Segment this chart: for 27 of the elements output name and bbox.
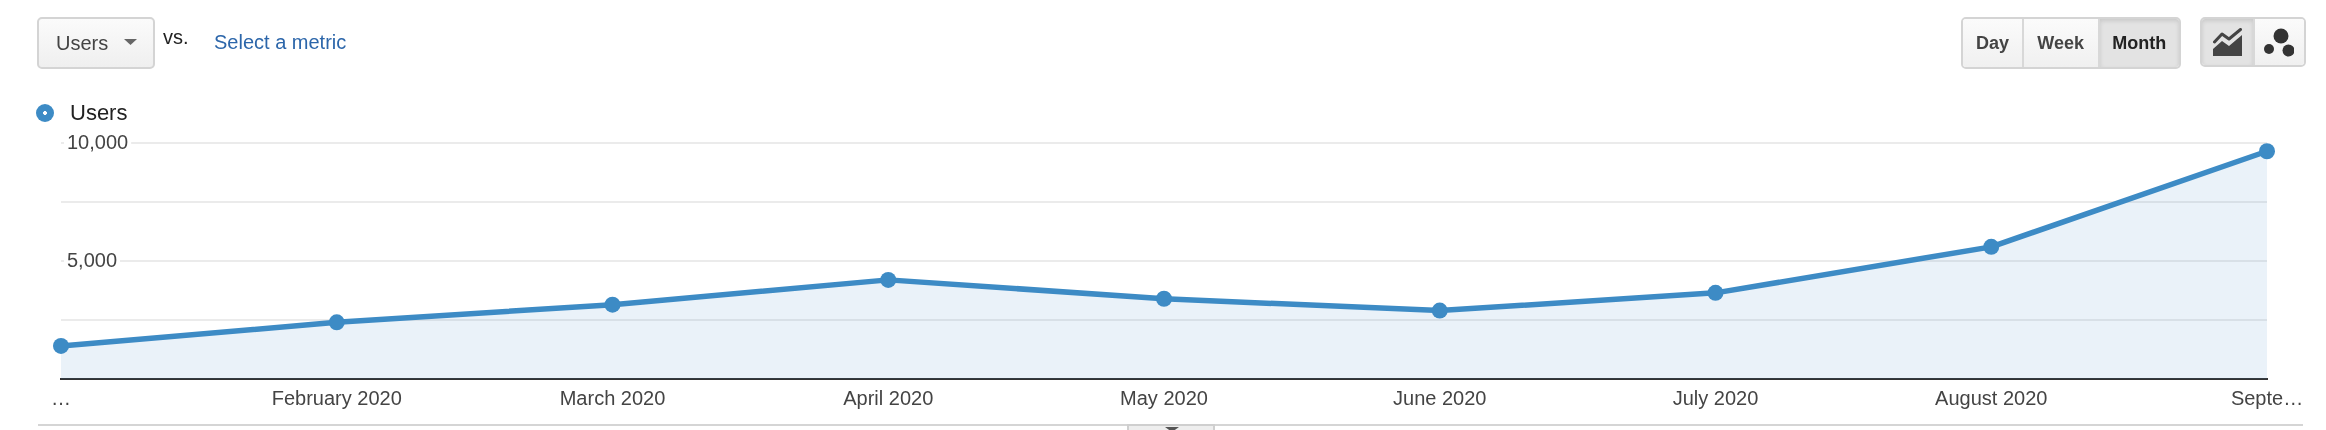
button: Week [2021, 19, 2098, 67]
x-tick-label: March 2020 [559, 386, 666, 409]
point [1156, 290, 1172, 307]
x-tick-label: Septe… [2230, 386, 2304, 409]
x-tick-label: June 2020 [1393, 386, 1487, 409]
point [1983, 238, 2000, 255]
text: vs. [163, 25, 189, 49]
x-tick-label: … [51, 386, 71, 409]
button: Day [1963, 19, 2022, 67]
legend-label: Users [70, 100, 128, 126]
point [53, 337, 69, 354]
x-tick-label: July 2020 [1672, 386, 1759, 409]
point [2259, 143, 2275, 160]
point [328, 314, 345, 331]
x-tick-label: April 2020 [843, 386, 934, 409]
point [1431, 302, 1448, 319]
text: Select a metric [214, 30, 347, 54]
point [880, 271, 897, 288]
x-tick-label: August 2020 [1935, 386, 2048, 409]
dropdown-button: Users [37, 17, 155, 69]
x-tick-label: February 2020 [271, 386, 402, 409]
y-tick-label: 10,000 [67, 130, 129, 153]
y-tick-label: 5,000 [67, 248, 118, 271]
x-tick-label: May 2020 [1120, 386, 1208, 409]
point [604, 296, 621, 313]
point [1707, 284, 1724, 301]
button: Month [2097, 19, 2179, 67]
